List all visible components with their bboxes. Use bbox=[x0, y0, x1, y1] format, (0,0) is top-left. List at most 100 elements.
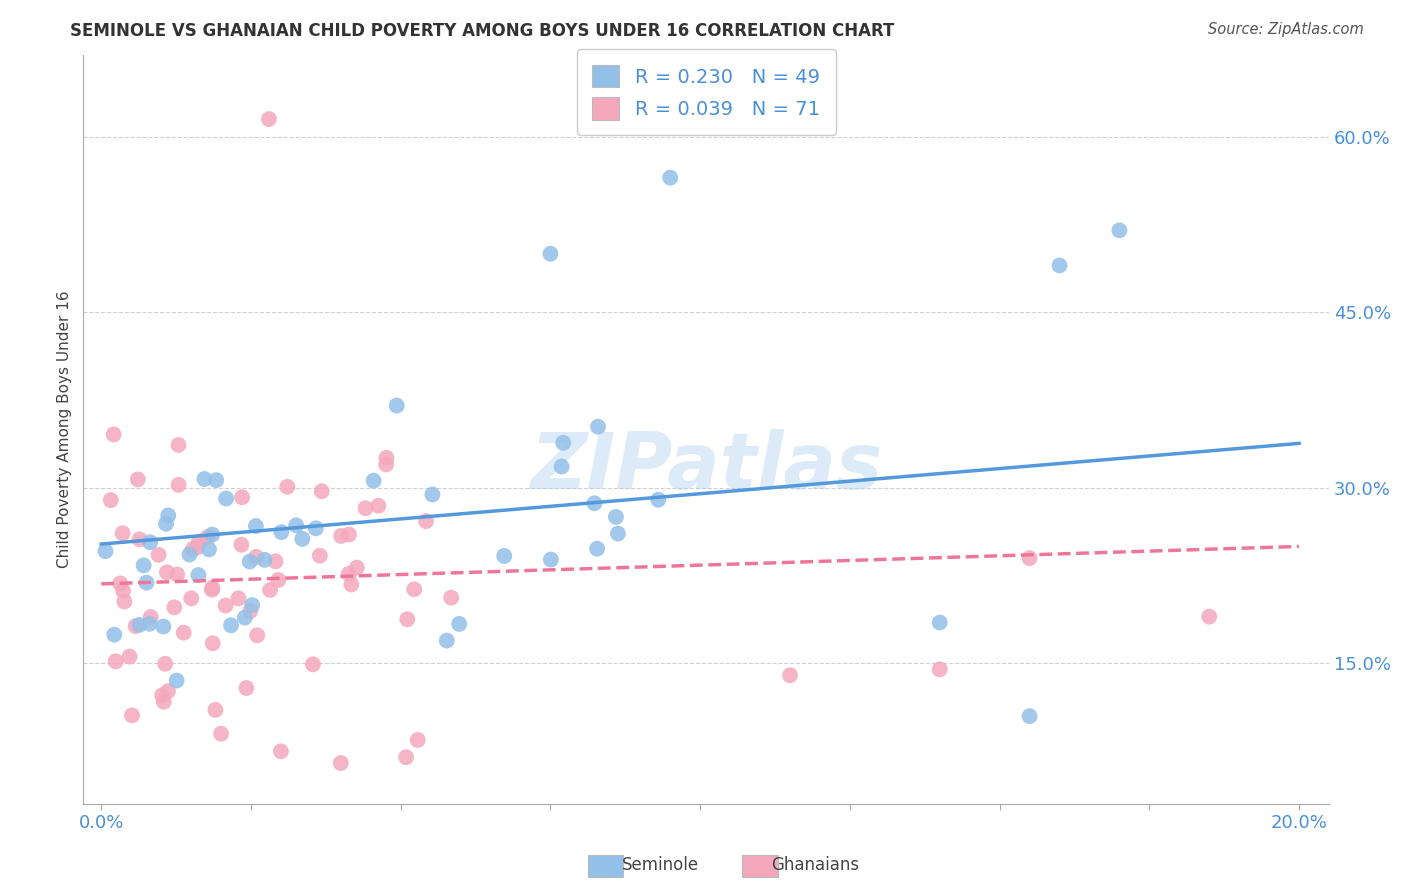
Point bbox=[928, 662, 950, 676]
Point bbox=[440, 591, 463, 605]
Point bbox=[406, 733, 429, 747]
FancyBboxPatch shape bbox=[588, 855, 623, 877]
Point bbox=[245, 519, 267, 533]
Text: Source: ZipAtlas.com: Source: ZipAtlas.com bbox=[1208, 22, 1364, 37]
Legend: R = 0.230   N = 49, R = 0.039   N = 71: R = 0.230 N = 49, R = 0.039 N = 71 bbox=[576, 49, 835, 136]
Point bbox=[215, 491, 238, 506]
Point bbox=[1049, 259, 1071, 273]
FancyBboxPatch shape bbox=[742, 855, 778, 877]
Point bbox=[257, 112, 280, 127]
Point bbox=[152, 619, 174, 633]
Point bbox=[148, 548, 170, 562]
Point bbox=[209, 727, 232, 741]
Point bbox=[449, 616, 471, 631]
Point bbox=[139, 535, 162, 549]
Point bbox=[201, 636, 224, 650]
Point bbox=[139, 610, 162, 624]
Point bbox=[550, 459, 572, 474]
Point bbox=[155, 516, 177, 531]
Point bbox=[340, 577, 363, 591]
Point bbox=[1018, 551, 1040, 566]
Point bbox=[181, 541, 204, 556]
Point bbox=[329, 756, 352, 770]
Point bbox=[127, 472, 149, 486]
Point bbox=[240, 598, 263, 612]
Point bbox=[239, 604, 262, 618]
Point bbox=[214, 599, 236, 613]
Point bbox=[201, 527, 224, 541]
Point bbox=[156, 684, 179, 698]
Point bbox=[121, 708, 143, 723]
Text: SEMINOLE VS GHANAIAN CHILD POVERTY AMONG BOYS UNDER 16 CORRELATION CHART: SEMINOLE VS GHANAIAN CHILD POVERTY AMONG… bbox=[70, 22, 894, 40]
Point bbox=[375, 458, 398, 472]
Point bbox=[375, 450, 398, 465]
Point bbox=[167, 438, 190, 452]
Point bbox=[239, 555, 262, 569]
Point bbox=[264, 554, 287, 568]
Point bbox=[659, 170, 682, 185]
Point bbox=[246, 628, 269, 642]
Point bbox=[163, 600, 186, 615]
Point bbox=[187, 534, 209, 549]
Point bbox=[363, 474, 385, 488]
Point bbox=[385, 399, 408, 413]
Point bbox=[583, 496, 606, 510]
Point bbox=[422, 487, 444, 501]
Point bbox=[173, 625, 195, 640]
Point bbox=[155, 657, 177, 671]
Point bbox=[302, 657, 325, 672]
Point bbox=[415, 514, 437, 528]
Point bbox=[152, 695, 174, 709]
Point bbox=[231, 490, 253, 504]
Point bbox=[118, 649, 141, 664]
Point bbox=[110, 576, 132, 591]
Point bbox=[201, 582, 224, 597]
Point bbox=[233, 610, 256, 624]
Point bbox=[436, 633, 458, 648]
Point bbox=[179, 548, 201, 562]
Point bbox=[128, 617, 150, 632]
Text: Seminole: Seminole bbox=[623, 855, 699, 873]
Point bbox=[111, 526, 134, 541]
Point bbox=[605, 510, 627, 524]
Point bbox=[228, 591, 250, 606]
Point bbox=[647, 492, 669, 507]
Point bbox=[330, 529, 353, 543]
Point bbox=[928, 615, 950, 630]
Point bbox=[367, 499, 389, 513]
Point bbox=[156, 566, 179, 580]
Point bbox=[187, 540, 209, 554]
Point bbox=[124, 619, 146, 633]
Point bbox=[138, 616, 160, 631]
Point bbox=[201, 581, 224, 595]
Point bbox=[396, 612, 419, 626]
Point bbox=[198, 542, 221, 557]
Point bbox=[538, 246, 561, 260]
Text: ZIPatlas: ZIPatlas bbox=[530, 429, 883, 505]
Point bbox=[180, 591, 202, 606]
Point bbox=[259, 582, 281, 597]
Point bbox=[337, 566, 360, 581]
Point bbox=[219, 618, 242, 632]
Point bbox=[586, 541, 609, 556]
Point bbox=[395, 750, 418, 764]
Point bbox=[494, 549, 516, 563]
Point bbox=[253, 553, 276, 567]
Point bbox=[1198, 609, 1220, 624]
Point bbox=[779, 668, 801, 682]
Point bbox=[270, 744, 292, 758]
Point bbox=[404, 582, 426, 597]
Point bbox=[167, 478, 190, 492]
Point bbox=[205, 473, 228, 487]
Point bbox=[94, 544, 117, 558]
Point bbox=[103, 427, 125, 442]
Point bbox=[231, 538, 253, 552]
Point bbox=[270, 525, 292, 540]
Point bbox=[337, 527, 360, 541]
Point bbox=[100, 493, 122, 508]
Point bbox=[285, 518, 308, 533]
Point bbox=[166, 673, 188, 688]
Point bbox=[586, 419, 609, 434]
Point bbox=[1018, 709, 1040, 723]
Point bbox=[311, 484, 333, 499]
